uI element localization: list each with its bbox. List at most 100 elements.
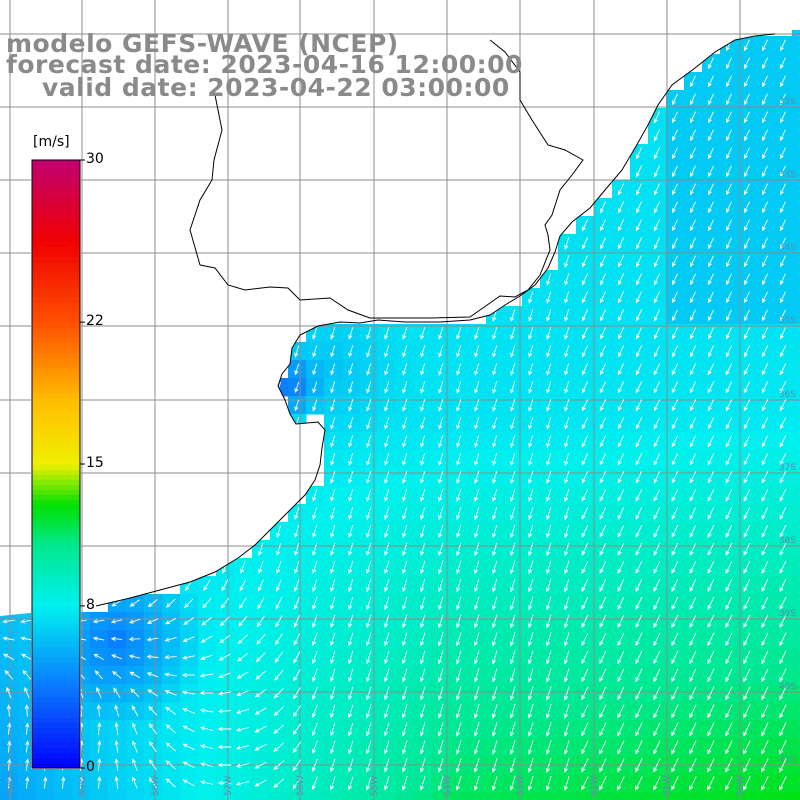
wind-arrow [564,470,570,484]
longitude-label: 51W [663,776,673,796]
wind-arrow [330,399,336,412]
wind-arrow [24,686,30,699]
wind-arrow [762,147,768,160]
wind-arrow [165,598,176,608]
wind-arrow [384,417,390,430]
wind-arrow [273,778,285,788]
wind-arrow [383,668,390,683]
wind-arrow [581,219,589,232]
wind-arrow [564,291,570,304]
wind-arrow [563,757,570,773]
wind-arrow [401,704,408,719]
colorbar-segment [32,230,80,237]
wind-arrow [617,399,625,412]
wind-arrow [653,363,661,376]
colorbar-segment [32,301,80,308]
colorbar-segment [32,474,80,480]
wind-arrow [25,776,30,789]
wind-arrow [707,776,715,791]
wind-speed-cell [792,450,800,469]
wind-arrow [4,669,14,680]
wind-arrow [474,399,480,412]
wind-arrow [401,722,408,737]
wind-speed-cell [180,792,199,800]
wind-arrow [7,722,12,735]
wind-speed-cell [792,216,800,235]
wind-arrow [455,668,462,683]
latitude-label: 41S [779,755,796,765]
wind-arrow [203,579,211,592]
wind-arrow [128,636,141,642]
wind-arrow [761,345,769,358]
wind-arrow [743,524,751,538]
wind-arrow [725,650,733,665]
wind-arrow [743,453,751,466]
wind-arrow [671,740,679,755]
wind-arrow [438,560,444,575]
wind-arrow [96,704,101,717]
wind-arrow [2,619,15,624]
wind-arrow [474,363,480,376]
wind-arrow [148,705,158,716]
wind-arrow [599,219,607,232]
wind-arrow [725,776,733,791]
wind-arrow [779,507,787,520]
colorbar-segment [32,646,80,653]
wind-arrow [779,650,787,665]
wind-arrow [330,345,336,358]
wind-arrow [744,57,750,70]
wind-arrow [330,686,336,701]
wind-arrow [509,722,516,737]
wind-arrow [726,93,732,106]
wind-arrow [110,619,123,624]
wind-arrow [762,111,768,124]
wind-arrow [672,93,678,106]
wind-arrow [779,578,787,593]
wind-arrow [708,129,714,142]
wind-arrow [348,399,354,412]
wind-arrow [635,327,643,340]
longitude-label: 55W [370,776,380,796]
wind-arrow [312,363,318,376]
wind-arrow [617,435,625,448]
wind-arrow [330,452,336,466]
wind-arrow [492,560,498,575]
wind-arrow [383,776,390,791]
wind-arrow [402,524,408,539]
wind-arrow [294,524,300,538]
wind-arrow [491,758,498,773]
wind-arrow [599,668,607,683]
wind-arrow [365,740,372,755]
colorbar-segment [32,403,80,409]
wind-arrow [528,524,534,539]
wind-arrow [581,740,589,755]
wind-arrow [743,542,751,556]
wind-arrow [275,633,283,646]
wind-arrow [743,596,751,611]
wind-arrow [402,363,408,376]
wind-arrow [743,327,751,340]
wind-arrow [238,615,248,627]
wind-arrow [725,758,733,773]
colorbar-segment [32,590,80,597]
wind-arrow [599,758,607,773]
wind-arrow [528,309,534,322]
wind-arrow [146,637,159,642]
wind-arrow [330,417,336,430]
wind-arrow [438,524,444,539]
wind-arrow [474,434,480,448]
wind-arrow [492,470,498,484]
wind-arrow [671,668,679,683]
wind-arrow [474,417,480,430]
wind-arrow [217,762,232,768]
wind-arrow [510,560,516,575]
wind-arrow [672,147,678,160]
colorbar-segment [32,367,80,374]
wind-arrow [563,722,570,737]
wind-arrow [581,686,589,701]
wind-arrow [743,614,751,628]
wind-arrow [7,776,12,789]
colorbar-segment [32,504,80,511]
wind-arrow [726,309,732,322]
wind-speed-cell [396,792,415,800]
